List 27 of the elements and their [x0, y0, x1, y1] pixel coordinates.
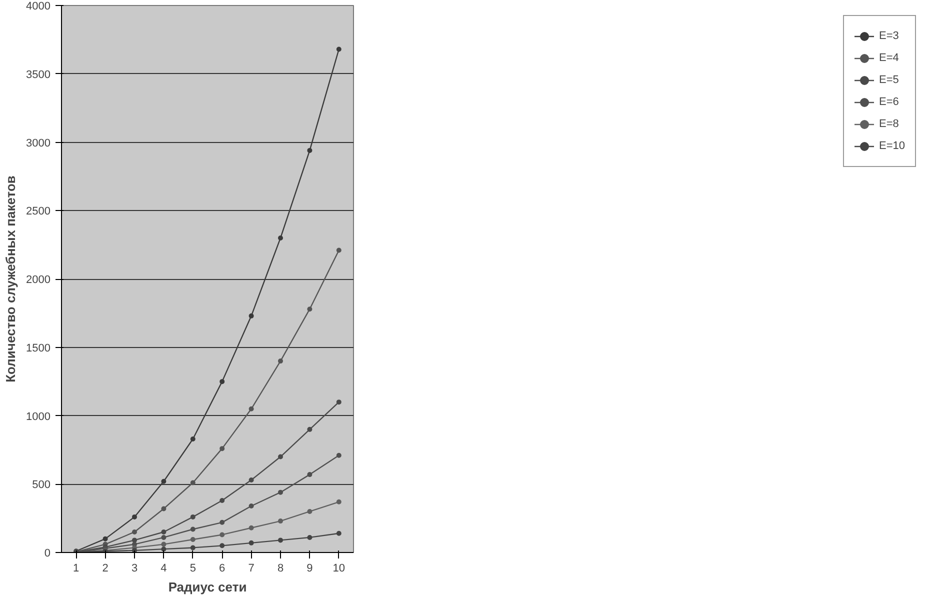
y-tick-label: 500 [32, 479, 51, 492]
x-tick-label: 5 [190, 562, 196, 574]
y-tick-label: 2500 [26, 206, 51, 218]
x-tick-label: 9 [306, 562, 313, 574]
x-tick-label: 2 [102, 562, 108, 574]
y-tick-label: 2000 [26, 274, 51, 286]
x-tick-label: 7 [248, 562, 254, 574]
x-tick-label: 1 [73, 562, 80, 574]
legend-label: E=6 [879, 96, 899, 108]
y-tick-label: 1000 [26, 410, 51, 423]
x-tick-label: 6 [219, 562, 226, 574]
legend-label: E=8 [879, 118, 899, 130]
legend-label: E=4 [879, 52, 899, 64]
x-tick-label: 10 [332, 562, 346, 574]
y-tick-label: 3500 [26, 68, 51, 81]
legend-label: E=10 [879, 140, 905, 152]
legend-label: E=5 [879, 74, 899, 86]
legend-label: E=3 [879, 30, 899, 42]
y-tick-label: 4000 [26, 0, 51, 12]
x-tick-label: 4 [160, 562, 167, 574]
y-axis-title: Количество служебных пакетов [3, 176, 18, 382]
x-axis-title: Радиус сети [168, 580, 247, 594]
x-tick-label: 3 [131, 562, 138, 574]
x-tick-label: 8 [277, 562, 284, 574]
y-tick-label: 3000 [26, 137, 51, 150]
y-tick-label: 0 [44, 548, 51, 560]
y-tick-label: 1500 [26, 342, 51, 354]
